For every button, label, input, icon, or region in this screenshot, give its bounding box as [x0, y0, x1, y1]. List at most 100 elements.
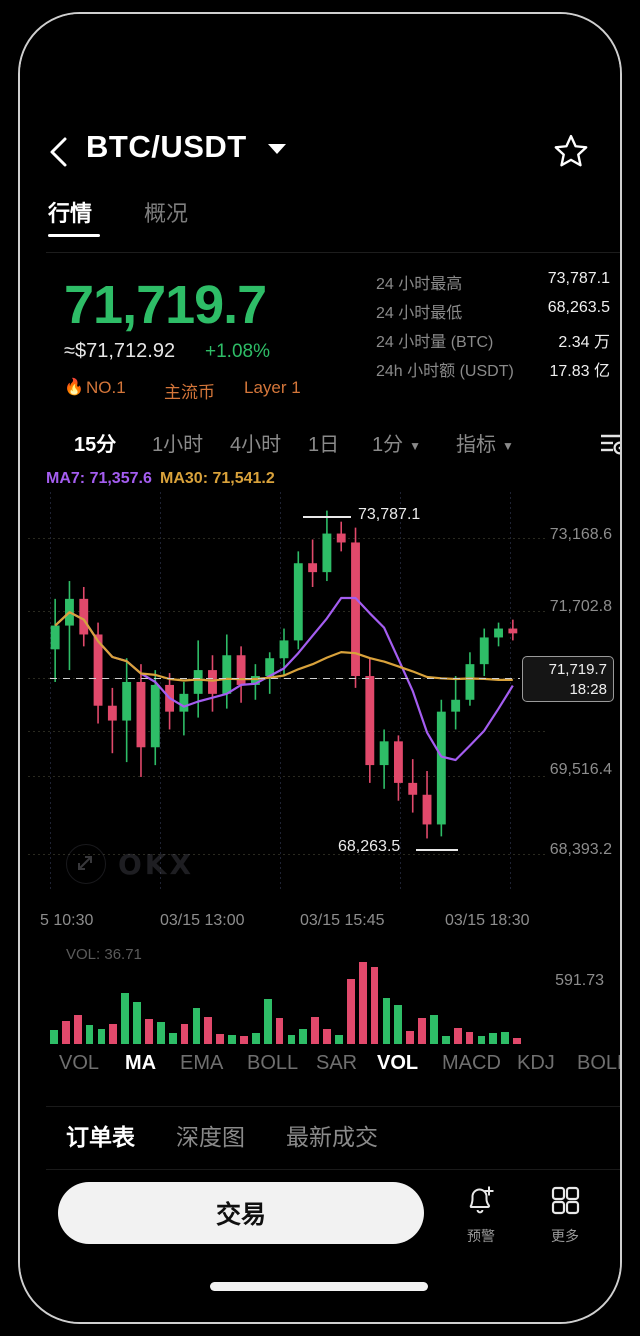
gridline-h: [28, 854, 548, 855]
tab-order-book[interactable]: 订单表: [66, 1124, 135, 1150]
price-chart[interactable]: MA7: 71,357.6 MA30: 71,541.2 73,168.6 71…: [20, 466, 620, 929]
gridline-v: [160, 492, 161, 892]
y-tick-0: 73,168.6: [549, 526, 612, 543]
stat-value: 2.34 万: [558, 334, 610, 351]
x-tick-3: 03/15 18:30: [445, 912, 530, 929]
tab-recent-trades[interactable]: 最新成交: [286, 1124, 378, 1150]
indicator-ma[interactable]: MA: [125, 1052, 157, 1074]
high-marker-line: [303, 516, 351, 518]
volume-bar: [50, 1030, 58, 1044]
app-screen: BTC/USDT 行情 概况 71,719.7 ≈$71,712.92 +1.0…: [20, 14, 620, 1322]
volume-chart[interactable]: VOL: 36.71 591.73: [20, 942, 620, 1050]
fire-icon: 🔥: [64, 379, 84, 396]
indicator-vol-sub[interactable]: VOL: [377, 1052, 419, 1074]
page-title[interactable]: BTC/USDT: [86, 129, 247, 164]
tab-market[interactable]: 行情: [48, 201, 93, 226]
book-tabs-divider: [46, 1169, 620, 1170]
volume-bar: [61, 1020, 70, 1044]
stat-label: 24 小时最高: [376, 276, 463, 293]
gridline-v: [400, 492, 401, 892]
timeframe-more[interactable]: 1分 ▼: [372, 428, 421, 457]
chevron-down-icon[interactable]: [268, 144, 286, 154]
home-indicator: [210, 1282, 428, 1291]
back-button[interactable]: [46, 134, 72, 170]
bell-plus-icon: [469, 1186, 494, 1214]
indicator-sar[interactable]: SAR: [316, 1052, 358, 1074]
chart-settings-icon[interactable]: [596, 428, 620, 458]
volume-bar: [73, 1014, 82, 1044]
indicator-boll[interactable]: BOLL: [247, 1052, 299, 1074]
timeframe-1d[interactable]: 1日: [308, 434, 340, 456]
alert-label: 预警: [467, 1228, 495, 1244]
stat-row-high: 24 小时最高 73,787.1: [376, 270, 610, 293]
ma30-legend: MA30: 71,541.2: [160, 470, 275, 487]
ma7-legend: MA7: 71,357.6: [46, 470, 152, 487]
volume-bar: [204, 1016, 213, 1044]
volume-bar: [156, 1022, 165, 1044]
last-price: 71,719.7: [64, 275, 267, 335]
volume-bar: [501, 1031, 510, 1044]
trade-button[interactable]: 交易: [58, 1182, 424, 1244]
volume-bar: [477, 1036, 486, 1044]
indicator-row: VOL MA EMA BOLL SAR VOL MACD KDJ BOLL: [40, 1052, 620, 1092]
header-divider: [46, 252, 620, 253]
volume-bar: [287, 1034, 296, 1044]
chart-watermark: OKX: [66, 844, 194, 884]
indicator-macd[interactable]: MACD: [442, 1052, 501, 1074]
volume-bar: [513, 1037, 521, 1044]
low-marker-line: [416, 849, 458, 851]
volume-bar: [228, 1034, 236, 1044]
tab-overview[interactable]: 概况: [144, 201, 189, 226]
more-label: 更多: [551, 1228, 579, 1244]
y-tick-2: 69,516.4: [549, 761, 612, 778]
volume-bar: [335, 1034, 343, 1044]
timeframe-15m[interactable]: 15分: [74, 434, 117, 456]
volume-bar: [168, 1033, 177, 1044]
volume-bar: [109, 1023, 118, 1044]
indicator-menu-label: 指标: [456, 434, 496, 456]
page-header: BTC/USDT: [46, 126, 596, 182]
volume-bar: [441, 1036, 450, 1044]
volume-bar: [370, 966, 379, 1044]
tab-active-underline: [48, 234, 100, 237]
tag-rank[interactable]: NO.1: [86, 378, 126, 397]
stat-label: 24 小时最低: [376, 305, 463, 322]
high-marker-label: 73,787.1: [358, 506, 421, 523]
volume-bar: [263, 999, 272, 1044]
volume-bar: [382, 997, 391, 1044]
volume-bar: [145, 1019, 153, 1044]
timeframe-4h[interactable]: 4小时: [230, 434, 282, 456]
more-button[interactable]: 更多: [532, 1182, 598, 1246]
tag-mainstream[interactable]: 主流币: [164, 383, 215, 402]
last-price-marker: 71,719.7 18:28: [522, 656, 614, 702]
low-marker-label: 68,263.5: [338, 838, 401, 855]
volume-bar: [311, 1016, 320, 1044]
stat-value: 68,263.5: [547, 299, 610, 316]
tag-layer1[interactable]: Layer 1: [244, 378, 301, 397]
volume-bar: [406, 1030, 415, 1044]
usd-price: ≈$71,712.92: [64, 340, 176, 362]
indicator-vol-main[interactable]: VOL: [59, 1052, 100, 1074]
last-price-line: [50, 678, 520, 679]
grid-icon: [551, 1186, 580, 1215]
chevron-down-icon: ▼: [502, 438, 514, 453]
stat-row-turnover-usdt: 24h 小时额 (USDT) 17.83 亿: [376, 357, 610, 380]
stats-panel: 24 小时最高 73,787.1 24 小时最低 68,263.5 24 小时量…: [376, 270, 610, 386]
chevron-down-icon: ▼: [409, 438, 422, 453]
volume-bar: [240, 1035, 248, 1044]
volume-bar: [251, 1033, 260, 1044]
indicator-ema[interactable]: EMA: [180, 1052, 224, 1074]
timeframe-1h[interactable]: 1小时: [152, 434, 204, 456]
stat-label: 24 小时量 (BTC): [376, 334, 494, 351]
tab-depth-chart[interactable]: 深度图: [176, 1124, 245, 1150]
expand-icon[interactable]: [66, 844, 106, 884]
x-tick-0: 5 10:30: [40, 912, 94, 929]
indicator-kdj[interactable]: KDJ: [517, 1052, 555, 1074]
indicator-menu[interactable]: 指标 ▼: [456, 428, 514, 457]
volume-legend: VOL: 36.71: [66, 946, 142, 963]
star-icon[interactable]: [552, 132, 590, 170]
alert-button[interactable]: 预警: [448, 1182, 514, 1246]
stat-row-volume-btc: 24 小时量 (BTC) 2.34 万: [376, 328, 610, 351]
section-tabs: 行情 概况: [46, 196, 596, 246]
indicator-boll-sub[interactable]: BOLL: [577, 1052, 620, 1074]
